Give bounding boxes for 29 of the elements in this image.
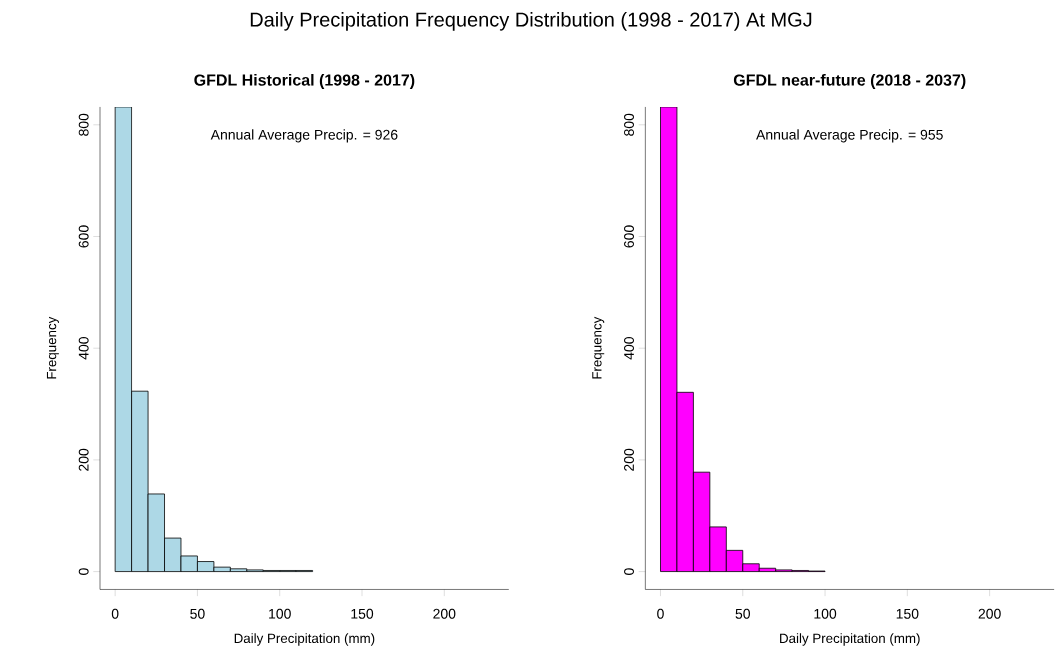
annotation: Annual Average Precip. = 955 xyxy=(756,129,943,143)
y-tick-label: 200 xyxy=(624,448,634,471)
x-tick-label: 100 xyxy=(814,608,837,619)
x-tick-label: 0 xyxy=(657,608,664,619)
y-tick-label: 600 xyxy=(78,225,89,248)
x-tick-label: 50 xyxy=(190,608,205,619)
x-tick-label: 150 xyxy=(351,608,374,619)
y-tick-label: 800 xyxy=(78,113,89,136)
x-tick-label: 0 xyxy=(111,608,119,619)
y-tick-label: 800 xyxy=(624,113,634,136)
y-tick-label: 400 xyxy=(624,337,634,360)
y-tick-label: 200 xyxy=(78,448,89,471)
chart-title: Daily Precipitation Frequency Distribution (1998 - 2017) At MGJ xyxy=(250,12,812,31)
chart-subtitle: GFDL near-future (2018 - 2037) xyxy=(733,73,966,89)
annotation: Annual Average Precip. = 926 xyxy=(210,129,398,143)
x-axis-title: Daily Precipitation (mm) xyxy=(234,633,375,646)
y-tick-label: 600 xyxy=(624,225,634,248)
x-tick-label: 50 xyxy=(735,608,750,619)
y-tick-label: 0 xyxy=(624,568,634,575)
x-tick-label: 100 xyxy=(269,608,291,619)
x-tick-label: 200 xyxy=(433,608,456,619)
y-axis-title: Frequency xyxy=(592,316,605,379)
y-axis-title: Frequency xyxy=(46,316,59,379)
x-tick-label: 150 xyxy=(896,608,919,619)
y-tick-label: 0 xyxy=(78,568,89,575)
y-tick-label: 400 xyxy=(78,337,89,360)
x-tick-label: 200 xyxy=(978,608,1001,619)
chart-subtitle: GFDL Historical (1998 - 2017) xyxy=(194,73,415,89)
x-axis-title: Daily Precipitation (mm) xyxy=(780,633,920,646)
